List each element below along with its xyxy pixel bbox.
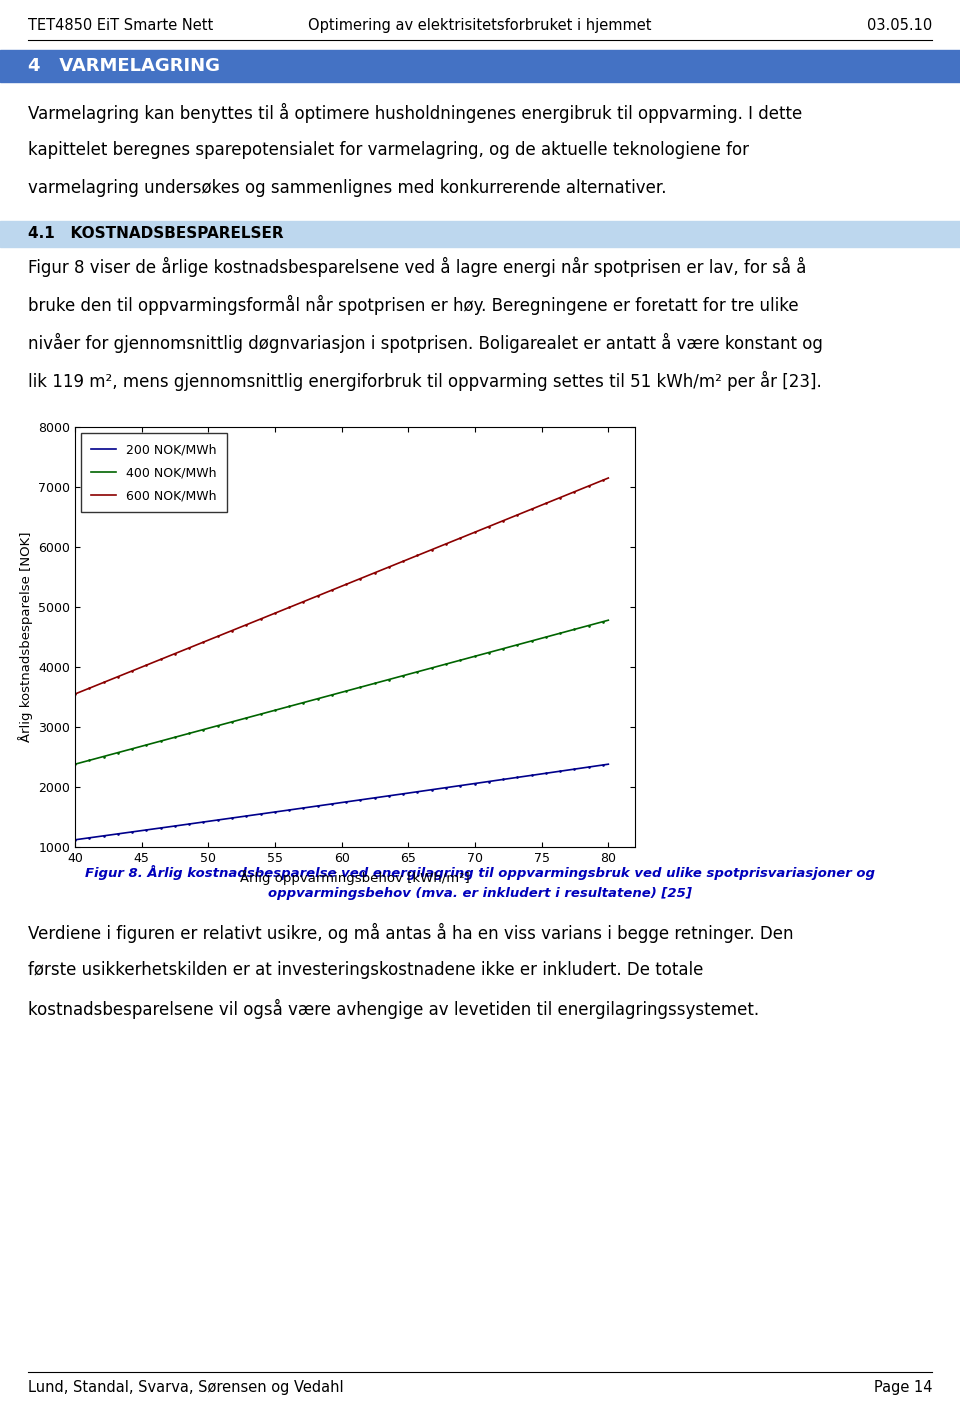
Text: bruke den til oppvarmingsformål når spotprisen er høy. Beregningene er foretatt : bruke den til oppvarmingsformål når spot… <box>28 296 799 315</box>
Text: Lund, Standal, Svarva, Sørensen og Vedahl: Lund, Standal, Svarva, Sørensen og Vedah… <box>28 1380 344 1395</box>
Text: 03.05.10: 03.05.10 <box>867 18 932 32</box>
Text: lik 119 m², mens gjennomsnittlig energiforbruk til oppvarming settes til 51 kWh/: lik 119 m², mens gjennomsnittlig energif… <box>28 370 822 391</box>
Text: 4   VARMELAGRING: 4 VARMELAGRING <box>28 56 220 75</box>
Text: kapittelet beregnes sparepotensialet for varmelagring, og de aktuelle teknologie: kapittelet beregnes sparepotensialet for… <box>28 141 749 159</box>
Text: oppvarmingsbehov (mva. er inkludert i resultatene) [25]: oppvarmingsbehov (mva. er inkludert i re… <box>268 887 692 900</box>
Y-axis label: Årlig kostnadsbesparelse [NOK]: Årlig kostnadsbesparelse [NOK] <box>17 532 33 742</box>
Legend: 200 NOK/MWh, 400 NOK/MWh, 600 NOK/MWh: 200 NOK/MWh, 400 NOK/MWh, 600 NOK/MWh <box>82 434 227 513</box>
Text: Figur 8 viser de årlige kostnadsbesparelsene ved å lagre energi når spotprisen e: Figur 8 viser de årlige kostnadsbesparel… <box>28 258 806 277</box>
X-axis label: Årlig oppvarmingsbehov [kWh/m²]: Årlig oppvarmingsbehov [kWh/m²] <box>240 870 469 886</box>
Text: kostnadsbesparelsene vil også være avhengige av levetiden til energilagringssyst: kostnadsbesparelsene vil også være avhen… <box>28 1000 759 1019</box>
Text: Verdiene i figuren er relativt usikre, og må antas å ha en viss varians i begge : Verdiene i figuren er relativt usikre, o… <box>28 924 794 943</box>
Text: Varmelagring kan benyttes til å optimere husholdningenes energibruk til oppvarmi: Varmelagring kan benyttes til å optimere… <box>28 103 803 122</box>
Text: 4.1   KOSTNADSBESPARELSER: 4.1 KOSTNADSBESPARELSER <box>28 227 283 242</box>
Bar <box>0 221 960 246</box>
Text: Optimering av elektrisitetsforbruket i hjemmet: Optimering av elektrisitetsforbruket i h… <box>308 18 652 32</box>
Text: TET4850 EiT Smarte Nett: TET4850 EiT Smarte Nett <box>28 18 213 32</box>
Text: Page 14: Page 14 <box>874 1380 932 1395</box>
Text: Figur 8. Årlig kostnadsbesparelse ved energilagring til oppvarmingsbruk ved ulik: Figur 8. Årlig kostnadsbesparelse ved en… <box>85 865 875 880</box>
Bar <box>0 51 960 82</box>
Text: første usikkerhetskilden er at investeringskostnadene ikke er inkludert. De tota: første usikkerhetskilden er at investeri… <box>28 962 704 979</box>
Text: varmelagring undersøkes og sammenlignes med konkurrerende alternativer.: varmelagring undersøkes og sammenlignes … <box>28 179 666 197</box>
Text: nivåer for gjennomsnittlig døgnvariasjon i spotprisen. Boligarealet er antatt å : nivåer for gjennomsnittlig døgnvariasjon… <box>28 334 823 353</box>
